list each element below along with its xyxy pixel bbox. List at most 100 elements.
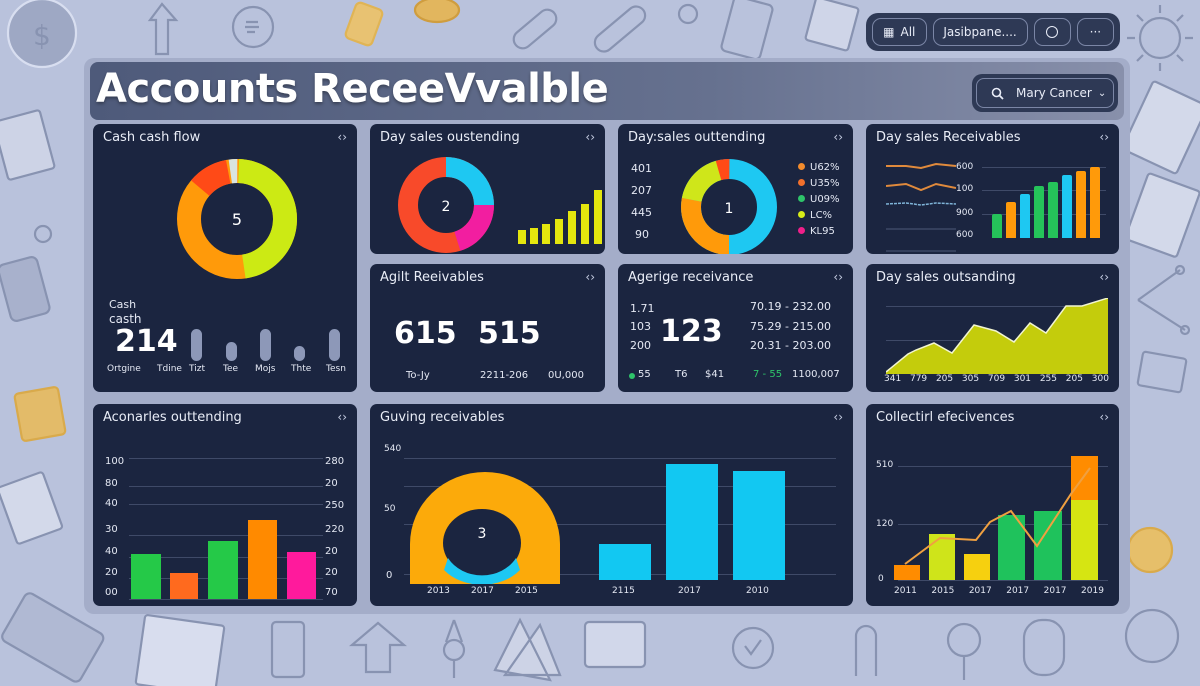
dashboard-select[interactable]: Jasibpane.... bbox=[932, 18, 1028, 46]
expand-icon[interactable]: ‹› bbox=[833, 410, 843, 424]
expand-icon[interactable]: ‹› bbox=[833, 130, 843, 144]
chevron-down-icon: ⌄ bbox=[1097, 87, 1107, 99]
legend-item: U09% bbox=[798, 194, 840, 210]
x-label: 2015 bbox=[515, 586, 538, 596]
card-aconarles-outstanding: Aconarles outtending ‹› 100 80 40 30 40 … bbox=[93, 404, 357, 606]
card-title: Day sales Receivables bbox=[876, 130, 1021, 145]
metric-sub-3: 0U,000 bbox=[548, 370, 584, 381]
trend-line bbox=[904, 467, 1091, 565]
right-axis: 220 bbox=[325, 524, 345, 535]
card-guving-receivables: Guving receivables ‹› 540 50 0 3 2013 20… bbox=[370, 404, 853, 606]
card-day-sales-2: Day:sales outtending ‹› 401 207 445 90 1… bbox=[618, 124, 853, 254]
card-title: Day sales outsanding bbox=[876, 270, 1016, 285]
x-label: 2017 bbox=[678, 586, 701, 596]
aging-footer: 7 - 55 bbox=[753, 369, 783, 380]
x-label: 2115 bbox=[612, 586, 635, 596]
bar-chart bbox=[131, 464, 321, 599]
card-title: Agerige receivance bbox=[628, 270, 754, 285]
axis-value: 445 bbox=[631, 206, 652, 219]
expand-icon[interactable]: ‹› bbox=[585, 130, 595, 144]
legend-item: U35% bbox=[798, 178, 840, 194]
donut-chart: 5 bbox=[177, 159, 297, 279]
aging-footer: $41 bbox=[705, 369, 725, 380]
y-axis: 0 bbox=[878, 574, 884, 584]
expand-icon[interactable]: ‹› bbox=[585, 270, 595, 284]
metric-value-2: 515 bbox=[478, 316, 541, 351]
card-title: Cash cash flow bbox=[103, 130, 201, 145]
grid-icon: ▦ bbox=[883, 25, 895, 39]
axis-value: 600 bbox=[956, 162, 974, 172]
user-select[interactable]: Mary Cancer ⌄ bbox=[972, 74, 1118, 112]
card-title: Agilt Reeivables bbox=[380, 270, 484, 285]
x-axis-labels: 2011 2015 2017 2017 2017 2019 bbox=[894, 586, 1104, 596]
left-axis: 20 bbox=[105, 567, 118, 578]
card-day-sales-area: Day sales outsanding ‹› 341 779 205 305 709 3… bbox=[866, 264, 1119, 392]
y-axis: 510 bbox=[876, 460, 894, 470]
mini-bar bbox=[294, 346, 305, 361]
card-title: Collectirl efecivences bbox=[876, 410, 1015, 425]
aging-main-value: 123 bbox=[660, 314, 723, 349]
card-aging-receivance: Agerige receivance ‹› 1.71 103 200 123 7… bbox=[618, 264, 853, 392]
status-dot bbox=[629, 373, 635, 379]
x-axis-labels: 341 779 205 305 709 301 255 205 300 bbox=[884, 374, 1109, 384]
svg-text:$: $ bbox=[33, 19, 51, 52]
page-title: Accounts ReceeVvalble bbox=[96, 66, 609, 112]
expand-icon[interactable]: ‹› bbox=[1099, 410, 1109, 424]
cash-caption-2: casth bbox=[109, 312, 142, 326]
bar-label: Tesn bbox=[326, 364, 346, 374]
right-axis: 250 bbox=[325, 500, 345, 511]
y-axis: 540 bbox=[384, 444, 402, 454]
x-label: 2017 bbox=[471, 586, 494, 596]
expand-icon[interactable]: ‹› bbox=[1099, 130, 1109, 144]
left-axis: 30 bbox=[105, 524, 118, 535]
aging-value: 103 bbox=[630, 320, 651, 333]
all-label: All bbox=[900, 25, 916, 39]
aging-value: 200 bbox=[630, 339, 651, 352]
search-icon bbox=[991, 87, 1004, 100]
axis-value: 401 bbox=[631, 162, 652, 175]
gauge-donut: 3 bbox=[410, 472, 560, 584]
title-bar bbox=[90, 62, 1124, 120]
svg-text:3: 3 bbox=[478, 526, 487, 542]
bar-chart bbox=[894, 454, 1104, 580]
svg-text:2: 2 bbox=[442, 199, 451, 215]
mini-bar bbox=[329, 329, 340, 361]
y-axis: 50 bbox=[384, 504, 396, 514]
expand-icon[interactable]: ‹› bbox=[1099, 270, 1109, 284]
left-axis: 40 bbox=[105, 546, 118, 557]
donut-chart: 1 bbox=[681, 159, 777, 254]
metric-sub-2: 2211-206 bbox=[480, 370, 529, 381]
axis-value: 100 bbox=[956, 184, 974, 194]
bar-label: Ortgine bbox=[107, 364, 141, 374]
x-label: 2010 bbox=[746, 586, 769, 596]
all-button[interactable]: ▦ All bbox=[872, 18, 927, 46]
more-icon: ··· bbox=[1089, 25, 1102, 39]
aging-footer: 55 bbox=[638, 369, 651, 380]
legend-item: U62% bbox=[798, 162, 840, 178]
right-axis: 20 bbox=[325, 478, 338, 489]
timer-button[interactable] bbox=[1033, 18, 1071, 46]
mini-bar bbox=[226, 342, 237, 361]
aging-footer: T6 bbox=[675, 369, 688, 380]
aging-range: 75.29 - 215.00 bbox=[750, 320, 831, 333]
axis-value: 900 bbox=[956, 208, 974, 218]
bar-label: Tee bbox=[223, 364, 239, 374]
user-name: Mary Cancer bbox=[1016, 86, 1092, 100]
bar-label: Thte bbox=[291, 364, 312, 374]
expand-icon[interactable]: ‹› bbox=[833, 270, 843, 284]
right-axis: 20 bbox=[325, 567, 338, 578]
expand-icon[interactable]: ‹› bbox=[337, 130, 347, 144]
right-axis: 20 bbox=[325, 546, 338, 557]
more-button[interactable]: ··· bbox=[1076, 18, 1114, 46]
left-axis: 00 bbox=[105, 587, 118, 598]
legend: U62% U35% U09% LC% KL95 bbox=[798, 162, 840, 242]
card-day-sales-receivables: Day sales Receivables ‹› 600 100 900 600 bbox=[866, 124, 1119, 254]
aging-value: 1.71 bbox=[630, 302, 655, 315]
bar-label: Mojs bbox=[255, 364, 276, 374]
card-title: Day:sales outtending bbox=[628, 130, 766, 145]
bar-chart bbox=[518, 186, 604, 244]
aging-range: 70.19 - 232.00 bbox=[750, 300, 831, 313]
cash-value: 214 bbox=[115, 324, 178, 359]
axis-value: 600 bbox=[956, 230, 974, 240]
expand-icon[interactable]: ‹› bbox=[337, 410, 347, 424]
